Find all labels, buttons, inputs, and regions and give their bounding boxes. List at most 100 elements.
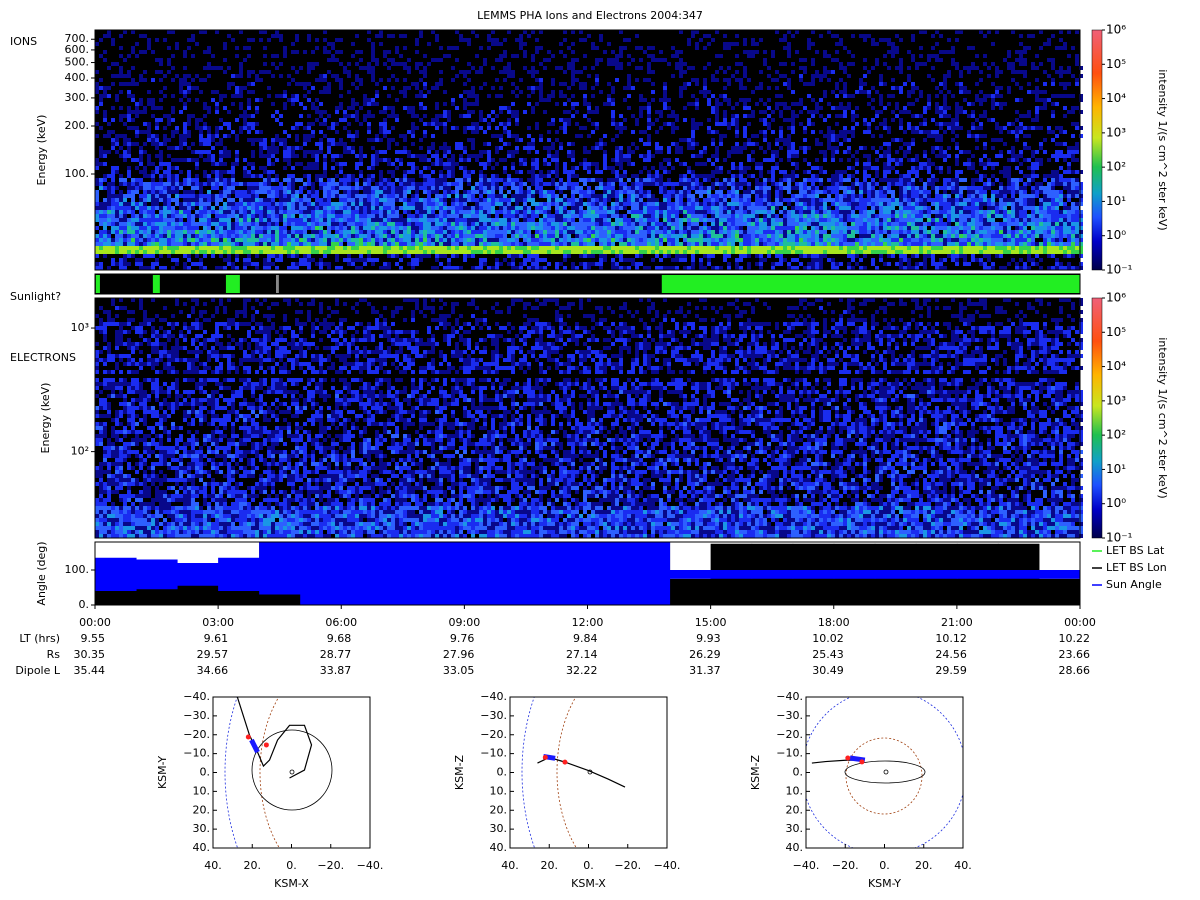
- panel-label: IONS: [10, 35, 37, 48]
- ephemeris-value: 30.35: [74, 648, 106, 661]
- ephemeris-value: 28.66: [1059, 664, 1091, 677]
- legend-label: LET BS Lon: [1106, 561, 1167, 574]
- angle-band: [505, 542, 547, 605]
- ephemeris-label: Dipole L: [15, 664, 61, 677]
- x-tick-label: 00:00: [79, 616, 111, 629]
- y-tick-label: 400.: [65, 71, 90, 84]
- angle-band: [833, 570, 876, 579]
- x-tick-label: 12:00: [572, 616, 604, 629]
- y-tick-label: 500.: [65, 56, 90, 69]
- panel-label: ELECTRONS: [10, 351, 76, 364]
- spectrogram-texture: [95, 306, 1083, 538]
- y-axis-label: KSM-Z: [749, 754, 762, 790]
- legend-label: LET BS Lat: [1106, 544, 1165, 557]
- sunlight-segment: [275, 275, 279, 293]
- y-tick-label: −20.: [480, 728, 507, 741]
- y-tick-label: 0.: [79, 598, 90, 611]
- x-tick-label: 20.: [915, 859, 933, 872]
- angle-band: [423, 542, 465, 605]
- colorbar-tick-label: 10²: [1106, 160, 1126, 174]
- ephemeris-value: 9.76: [450, 632, 475, 645]
- y-tick-label: −20.: [183, 728, 210, 741]
- spectrogram-texture: [95, 186, 1083, 246]
- boundary: [556, 697, 577, 848]
- colorbar-tick-label: 10¹: [1106, 462, 1126, 476]
- x-tick-label: 15:00: [695, 616, 727, 629]
- y-tick-label: −40.: [776, 690, 803, 703]
- legend-label: Sun Angle: [1106, 578, 1162, 591]
- orbit-frame: [509, 696, 668, 849]
- angle-band: [997, 570, 1040, 579]
- ephemeris-value: 29.59: [935, 664, 967, 677]
- colorbar-tick-label: 10³: [1106, 125, 1126, 139]
- ephemeris-value: 26.29: [689, 648, 721, 661]
- angle-band: [259, 542, 301, 595]
- colorbar-tick-label: 10⁶: [1106, 23, 1126, 37]
- angle-band: [1038, 578, 1081, 605]
- ephemeris-value: 23.66: [1059, 648, 1091, 661]
- x-tick-label: 09:00: [449, 616, 481, 629]
- colorbar-tick-label: 10⁻¹: [1106, 263, 1133, 277]
- angle-band: [751, 570, 794, 579]
- colorbar-tick-label: 10³: [1106, 393, 1126, 407]
- colorbar-tick-label: 10⁵: [1106, 325, 1126, 339]
- y-tick-label: 300.: [65, 91, 90, 104]
- spectrogram-texture: [95, 298, 1083, 538]
- x-tick-label: −40.: [357, 859, 384, 872]
- x-tick-label: 40.: [954, 859, 972, 872]
- x-tick-label: 20.: [541, 859, 559, 872]
- boundary: [521, 697, 536, 848]
- angle-band: [341, 542, 383, 605]
- y-tick-label: −10.: [480, 747, 507, 760]
- ephemeris-value: 33.87: [320, 664, 352, 677]
- angle-band: [628, 542, 671, 605]
- x-tick-label: 00:00: [1064, 616, 1096, 629]
- y-tick-label: 100.: [65, 167, 90, 180]
- y-tick-label: 30.: [490, 822, 508, 835]
- angle-band: [95, 557, 137, 591]
- ephemeris-value: 27.14: [566, 648, 598, 661]
- y-tick-label: −30.: [776, 709, 803, 722]
- position-marker: [562, 759, 568, 765]
- ephemeris-value: 28.77: [320, 648, 352, 661]
- spectrogram-texture: [95, 178, 1083, 246]
- y-tick-label: 40.: [490, 841, 508, 854]
- ephemeris-value: 9.61: [204, 632, 229, 645]
- y-tick-label: 0.: [200, 766, 211, 779]
- sunlight-segment: [95, 275, 100, 293]
- y-tick-label: 40.: [193, 841, 211, 854]
- y-tick-label: 20.: [786, 803, 804, 816]
- panel-frame: [94, 297, 1081, 539]
- y-tick-label: 100.: [65, 563, 90, 576]
- angle-band: [710, 570, 753, 579]
- colorbar-label: intensity 1/(s cm^2 ster keV): [1156, 69, 1169, 230]
- boundary: [883, 769, 889, 775]
- y-tick-label: −30.: [183, 709, 210, 722]
- angle-band: [136, 559, 178, 590]
- x-axis-label: KSM-X: [274, 877, 309, 890]
- y-axis-label: KSM-Y: [156, 756, 169, 789]
- sunlight-segment: [225, 275, 240, 293]
- position-marker: [859, 759, 865, 765]
- y-tick-label: 10³: [71, 321, 89, 334]
- x-axis-label: KSM-Y: [868, 877, 901, 890]
- x-tick-label: −40.: [793, 859, 820, 872]
- panel-label: Sunlight?: [10, 290, 61, 303]
- x-tick-label: 18:00: [818, 616, 850, 629]
- angle-band: [177, 563, 219, 586]
- colorbar-tick-label: 10⁴: [1106, 91, 1126, 105]
- y-tick-label: 600.: [65, 43, 90, 56]
- ephemeris-value: 10.22: [1059, 632, 1091, 645]
- y-axis-label: KSM-Z: [453, 754, 466, 790]
- boundary: [259, 697, 280, 848]
- ephemeris-label: LT (hrs): [19, 632, 60, 645]
- orbit-plot: [224, 697, 333, 848]
- y-tick-label: 20.: [193, 803, 211, 816]
- x-axis-label: KSM-X: [571, 877, 606, 890]
- position-marker: [245, 734, 251, 740]
- y-axis-label: Energy (keV): [35, 115, 48, 186]
- orbit-frame: [805, 696, 964, 849]
- angle-band: [792, 570, 835, 579]
- colorbar-tick-label: 10⁰: [1106, 496, 1126, 510]
- ephemeris-value: 30.49: [812, 664, 844, 677]
